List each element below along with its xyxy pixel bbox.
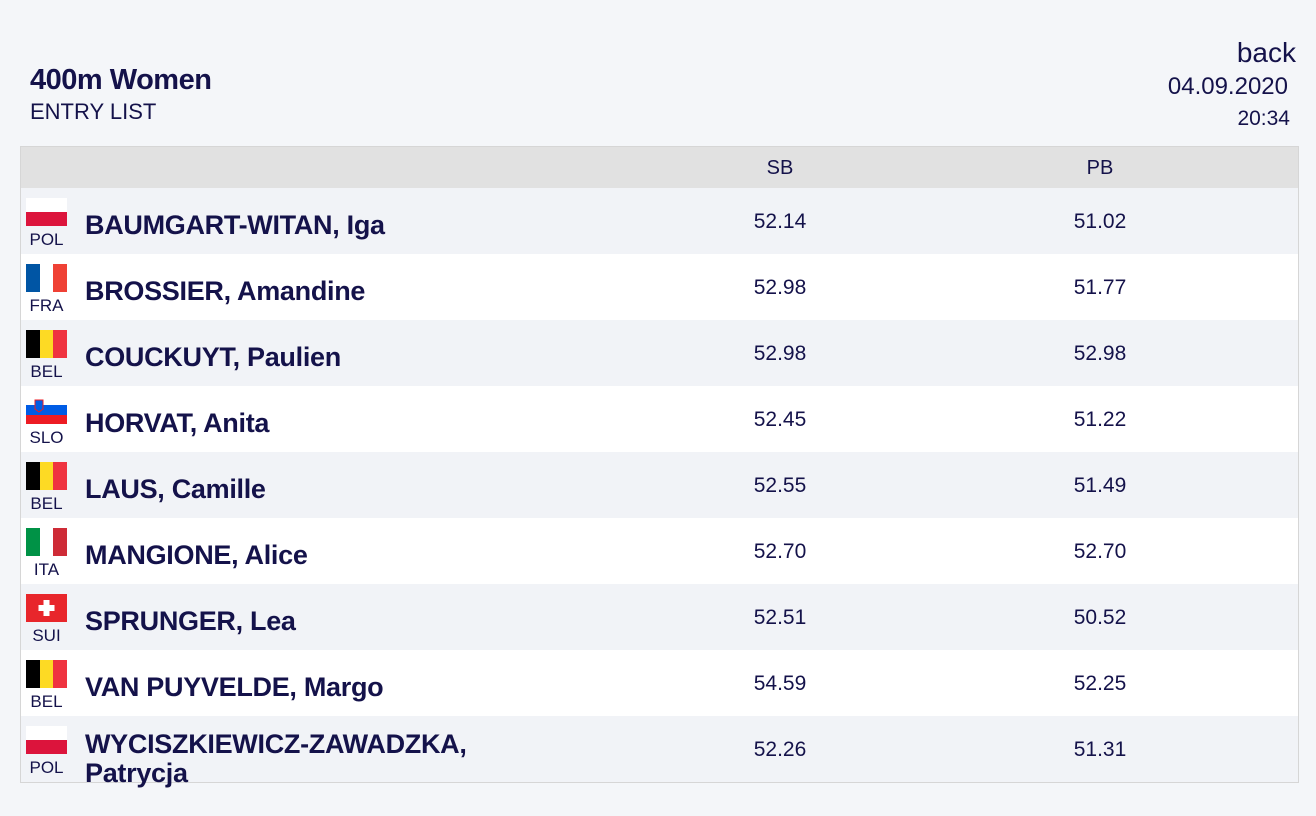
row: BEL COUCKUYT, Paulien 52.98 52.98	[21, 320, 1298, 386]
personal-best: 52.70	[1073, 540, 1127, 563]
season-best: 52.98	[753, 276, 807, 299]
athlete-name: COUCKUYT, Paulien	[85, 342, 341, 372]
flag	[26, 528, 67, 556]
date: 04.09.2020	[1167, 73, 1288, 100]
season-best: 52.26	[753, 738, 807, 761]
column-header: SB	[766, 157, 794, 179]
row: BEL VAN PUYVELDE, Margo 54.59 52.25	[21, 650, 1298, 716]
athlete-name: HORVAT, Anita	[85, 408, 270, 438]
row: SUI SPRUNGER, Lea 52.51 50.52	[21, 584, 1298, 650]
personal-best: 51.02	[1073, 210, 1127, 233]
country-code: POL	[29, 230, 64, 249]
season-best: 52.45	[753, 408, 807, 431]
country-code: ITA	[33, 560, 60, 579]
season-best: 52.98	[753, 342, 807, 365]
season-best: 52.70	[753, 540, 807, 563]
table-header: SB PB	[21, 147, 1298, 188]
season-best: 52.55	[753, 474, 807, 497]
personal-best: 51.77	[1073, 276, 1127, 299]
athlete-name: BAUMGART-WITAN, Iga	[85, 210, 385, 240]
country-code: SUI	[32, 626, 61, 645]
subtitle: ENTRY LIST	[30, 99, 157, 124]
row: FRA BROSSIER, Amandine 52.98 51.77	[21, 254, 1298, 320]
title: 400m Women	[30, 64, 212, 96]
country-code: SLO	[29, 428, 64, 447]
athlete-name: VAN PUYVELDE, Margo	[85, 672, 384, 702]
table-body: POL BAUMGART-WITAN, Iga 52.14 51.02 FRA BROS…	[21, 188, 1298, 788]
athlete-name: SPRUNGER, Lea	[85, 606, 296, 636]
row: POL WYCISZKIEWICZ-ZAWADZKA, Patrycja 52.26…	[21, 716, 1298, 788]
personal-best: 51.31	[1073, 738, 1127, 761]
athlete-name: MANGIONE, Alice	[85, 540, 308, 570]
country-code: FRA	[29, 296, 64, 315]
row: SLO HORVAT, Anita 52.45 51.22	[21, 386, 1298, 452]
flag	[26, 264, 67, 292]
country-code: BEL	[30, 494, 63, 513]
entry-table: SB PB POL BAUMGART-WITAN, Iga 52.14 51.02 F…	[20, 146, 1299, 788]
country-code: BEL	[30, 692, 63, 711]
personal-best: 52.25	[1073, 672, 1127, 695]
season-best: 52.14	[753, 210, 807, 233]
country-code: POL	[29, 758, 64, 777]
column-header: PB	[1086, 157, 1114, 179]
flag	[26, 660, 67, 688]
season-best: 54.59	[753, 672, 807, 695]
flag	[26, 396, 67, 424]
flag	[26, 462, 67, 490]
row: POL BAUMGART-WITAN, Iga 52.14 51.02	[21, 188, 1298, 254]
flag	[26, 198, 67, 226]
athlete-name: LAUS, Camille	[85, 474, 266, 504]
flag	[26, 330, 67, 358]
personal-best: 50.52	[1073, 606, 1127, 629]
time: 20:34	[1237, 107, 1290, 130]
row: BEL LAUS, Camille 52.55 51.49	[21, 452, 1298, 518]
back-link[interactable]: back	[1236, 37, 1296, 68]
personal-best: 52.98	[1073, 342, 1127, 365]
athlete-name: WYCISZKIEWICZ-ZAWADZKA, Patrycja	[85, 729, 467, 788]
season-best: 52.51	[753, 606, 807, 629]
athlete-name: BROSSIER, Amandine	[85, 276, 366, 306]
row: ITA MANGIONE, Alice 52.70 52.70	[21, 518, 1298, 584]
flag	[26, 726, 67, 754]
personal-best: 51.49	[1073, 474, 1127, 497]
flag	[26, 594, 67, 622]
country-code: BEL	[30, 362, 63, 381]
personal-best: 51.22	[1073, 408, 1127, 431]
